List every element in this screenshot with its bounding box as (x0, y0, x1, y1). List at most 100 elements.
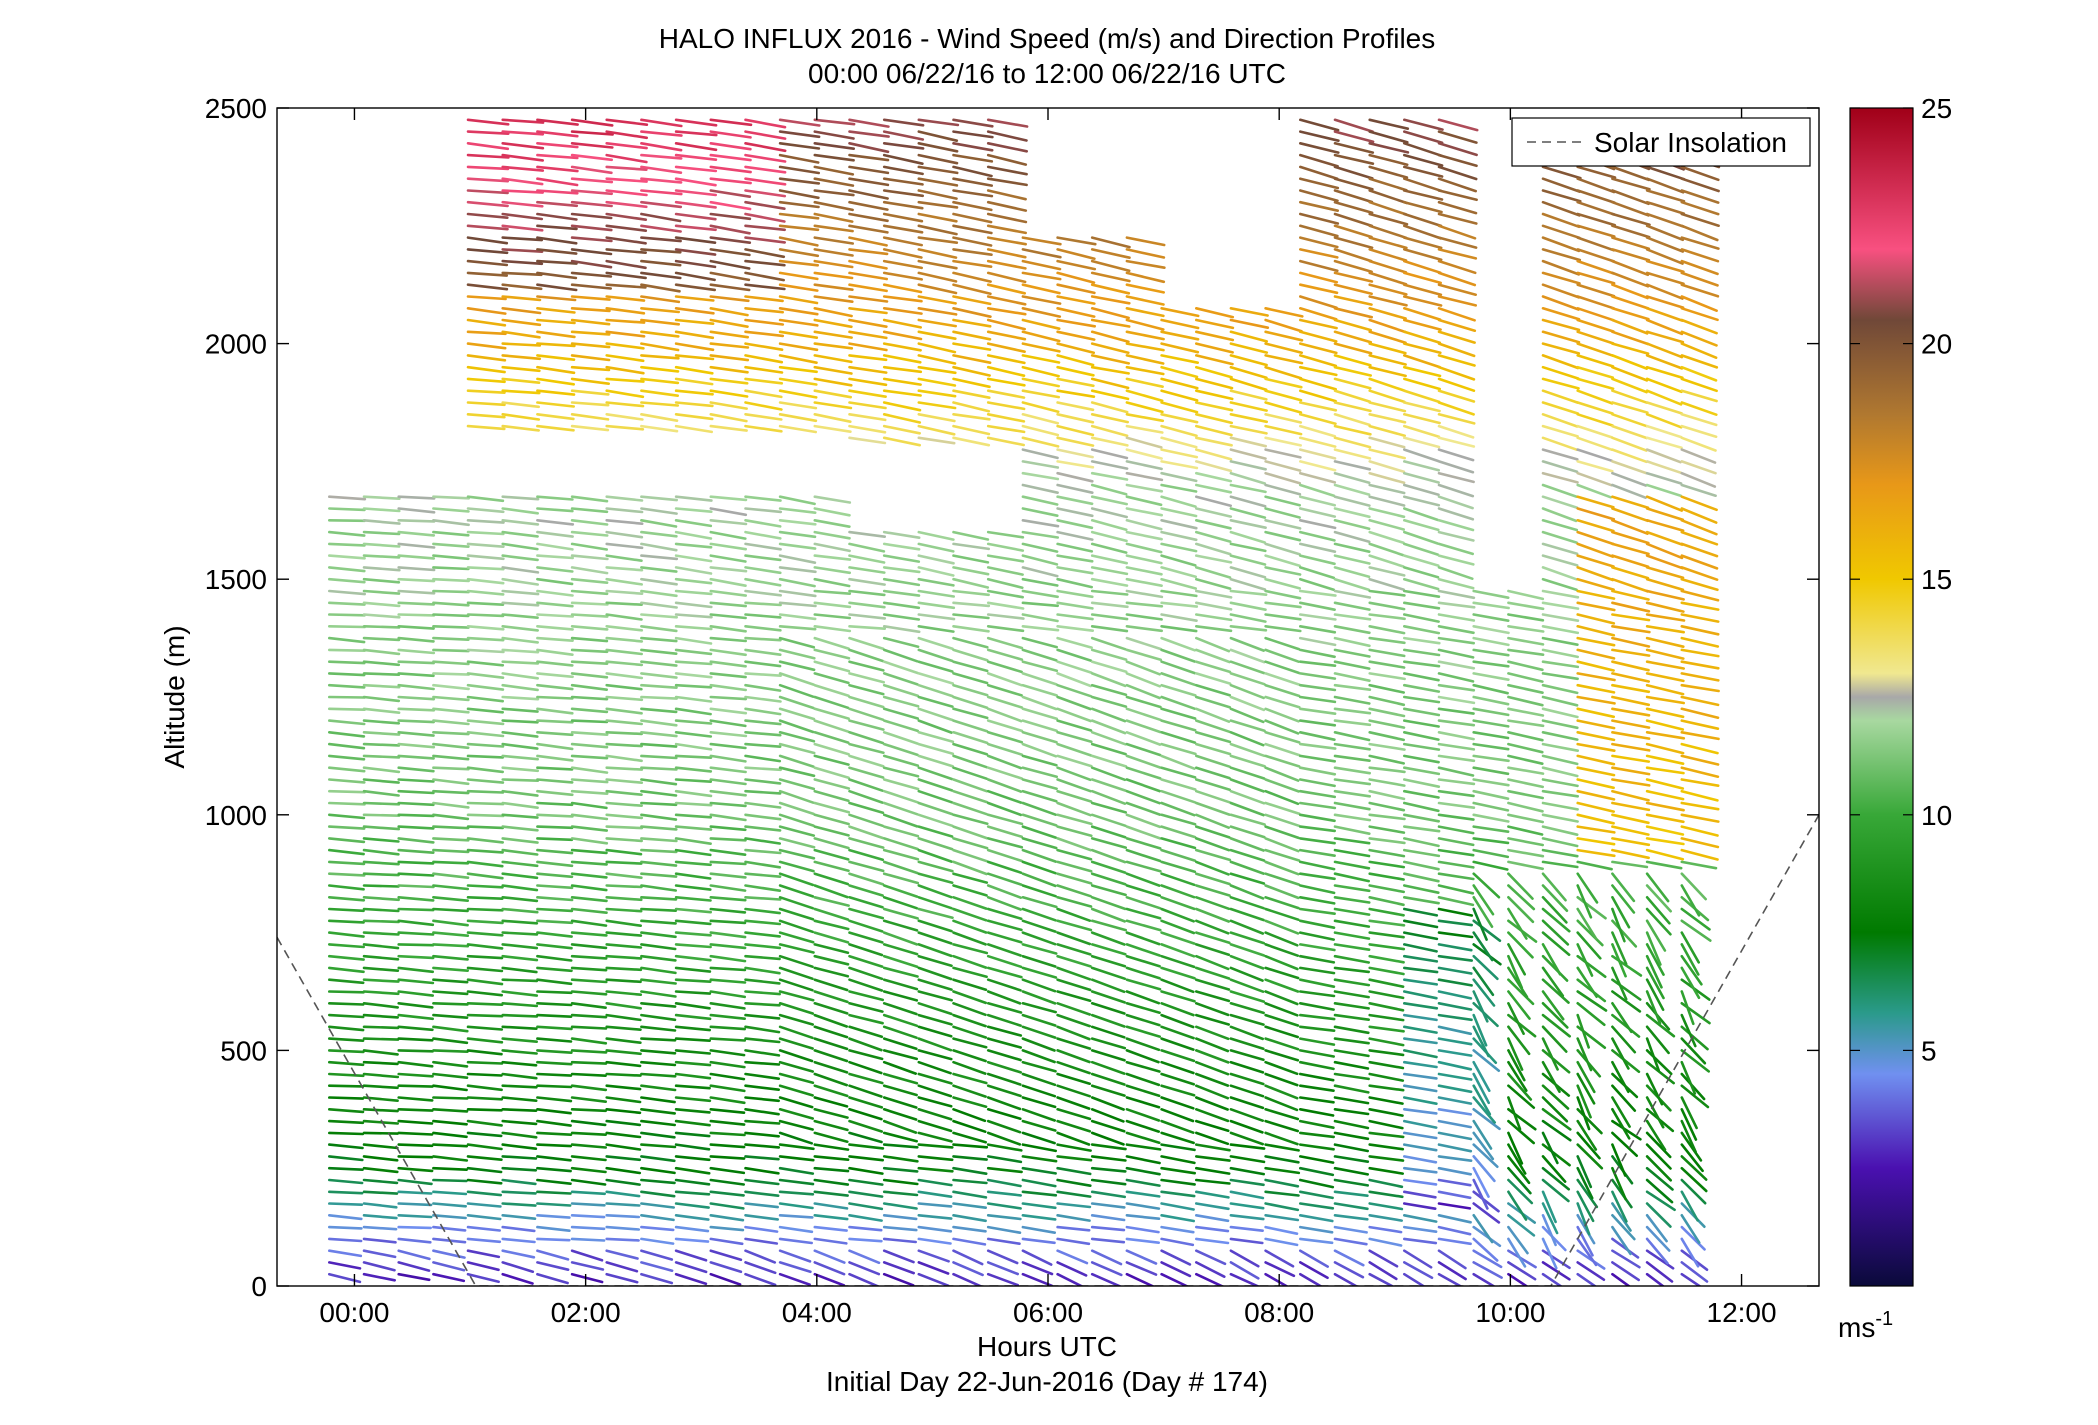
wind-vector (536, 1178, 572, 1185)
wind-vector (536, 1237, 571, 1242)
wind-vector (1264, 1001, 1299, 1017)
wind-vector (1299, 613, 1337, 621)
wind-vector (1229, 601, 1267, 612)
wind-vector (778, 1049, 814, 1063)
wind-vector (397, 624, 435, 630)
wind-vector (1611, 884, 1636, 914)
wind-vector (882, 271, 924, 281)
wind-vector (1333, 801, 1371, 811)
wind-vector (744, 1155, 780, 1161)
wind-vector (1090, 884, 1127, 897)
wind-vector (1507, 943, 1526, 976)
wind-vector (362, 766, 401, 774)
wind-vector (848, 554, 886, 564)
wind-vector (1368, 1108, 1404, 1117)
wind-vector (1437, 884, 1475, 895)
wind-vector (570, 978, 608, 984)
wind-vector (1576, 271, 1616, 285)
wind-vector (1437, 530, 1475, 542)
wind-vector (1403, 1214, 1438, 1223)
wind-vector (1680, 966, 1701, 1000)
wind-vector (570, 342, 611, 349)
wind-vector (1576, 895, 1607, 920)
wind-vector (848, 707, 885, 722)
wind-vector (778, 306, 819, 316)
wind-vector (397, 1084, 434, 1088)
wind-vector (1021, 542, 1059, 553)
wind-vector (1333, 271, 1374, 283)
colorbar-tick-label: 25 (1921, 93, 1952, 124)
wind-vector (432, 507, 470, 513)
wind-vector (1021, 412, 1060, 425)
wind-vector (674, 530, 713, 540)
wind-vector (952, 825, 989, 840)
wind-vector (1333, 660, 1371, 670)
wind-vector (986, 377, 1026, 387)
wind-vector (1576, 648, 1616, 660)
wind-vector (1507, 1155, 1531, 1185)
wind-vector (1090, 742, 1127, 756)
wind-vector (674, 177, 717, 187)
wind-vector (501, 837, 539, 844)
wind-vector (1160, 1072, 1195, 1086)
wind-vector (1576, 483, 1613, 499)
wind-vector (1021, 236, 1062, 246)
wind-vector (882, 589, 921, 597)
wind-vector (986, 1225, 1022, 1234)
wind-vector (501, 789, 539, 797)
wind-vector (501, 1272, 534, 1285)
wind-vector (1021, 707, 1058, 721)
wind-vector (1299, 624, 1337, 634)
wind-vector (952, 377, 991, 389)
wind-vector (778, 624, 817, 631)
wind-vector (1368, 224, 1408, 240)
wind-vector (570, 389, 610, 396)
wind-vector (1437, 1084, 1473, 1094)
wind-vector (1264, 801, 1301, 816)
wind-vector (605, 1119, 642, 1127)
wind-vector (813, 518, 851, 529)
wind-vector (1195, 1037, 1230, 1053)
wind-vector (1507, 860, 1544, 871)
wind-vector (640, 377, 680, 385)
wind-vector (1576, 1237, 1598, 1267)
wind-vector (1090, 295, 1131, 305)
wind-vector (882, 1072, 919, 1085)
wind-vector (1437, 248, 1478, 260)
wind-vector (709, 990, 747, 999)
wind-vector (1195, 566, 1232, 579)
wind-vector (501, 1214, 537, 1220)
wind-vector (327, 1190, 364, 1195)
wind-vector (501, 907, 539, 914)
wind-vector (1299, 153, 1339, 168)
wind-vector (917, 118, 960, 127)
wind-vector (362, 872, 400, 877)
wind-vector (778, 1119, 814, 1131)
wind-vector (1264, 1049, 1300, 1062)
wind-vector (1195, 943, 1231, 957)
wind-vector (744, 507, 783, 514)
wind-vector (1368, 1190, 1404, 1199)
wind-vector (1021, 283, 1061, 295)
wind-vector (1576, 931, 1602, 960)
x-axis-label-secondary: Initial Day 22-Jun-2016 (Day # 174) (826, 1366, 1268, 1397)
wind-vector (1576, 943, 1594, 977)
wind-vector (605, 884, 643, 889)
wind-vector (952, 200, 993, 212)
wind-vector (397, 507, 436, 514)
legend-label: Solar Insolation (1594, 127, 1787, 158)
wind-vector (1229, 683, 1265, 700)
wind-vector (778, 1025, 814, 1040)
wind-vector (813, 1261, 846, 1276)
wind-vector (1021, 624, 1060, 632)
wind-vector (1645, 259, 1685, 274)
wind-vector (1160, 471, 1198, 483)
wind-vector (1368, 919, 1406, 927)
wind-vector (466, 1190, 503, 1197)
wind-vector (1195, 448, 1233, 461)
wind-vector (536, 848, 574, 855)
wind-vector (1680, 672, 1720, 682)
wind-vector (848, 589, 886, 597)
wind-vector (1437, 471, 1475, 484)
